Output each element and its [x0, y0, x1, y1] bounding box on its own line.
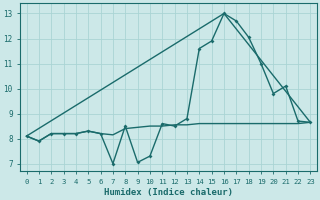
X-axis label: Humidex (Indice chaleur): Humidex (Indice chaleur) [104, 188, 233, 197]
